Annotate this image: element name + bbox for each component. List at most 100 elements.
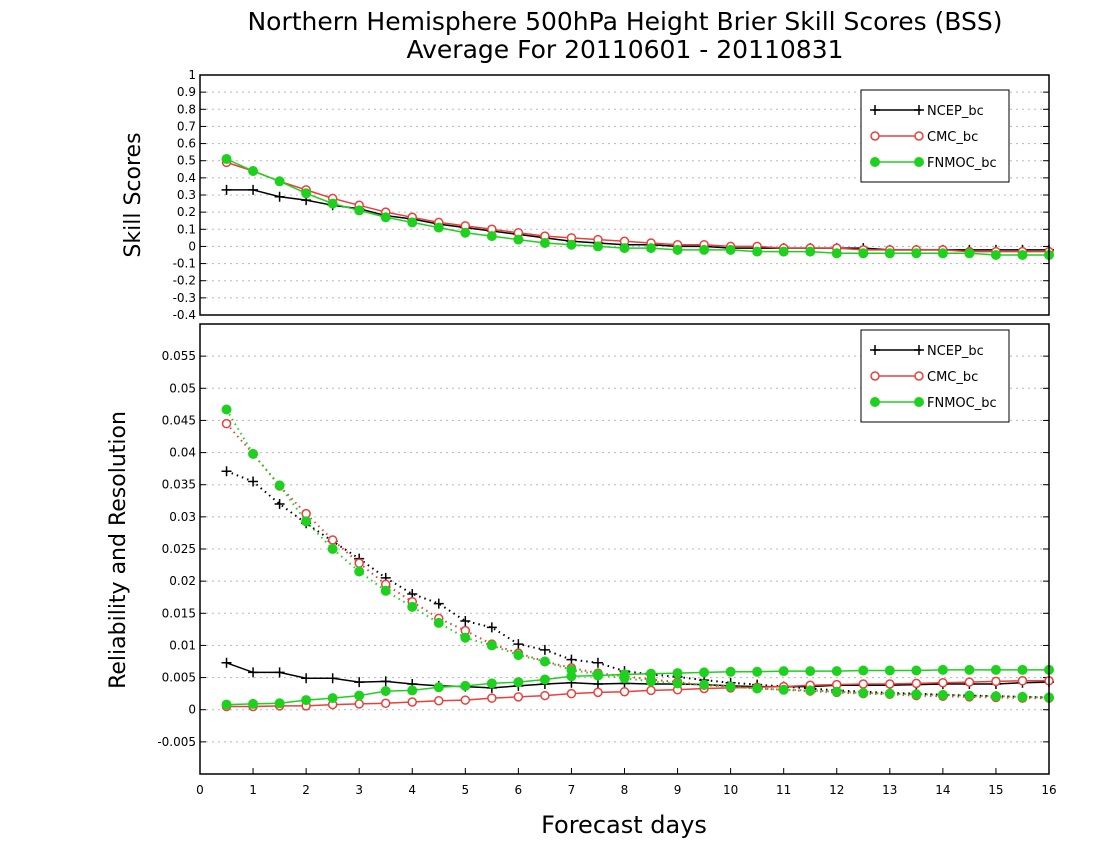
bottom-point-fnmoc-bc (248, 698, 259, 709)
top-y-tick-label: 0.3 (177, 188, 196, 202)
bottom-point-ncep-bc-dotted (566, 654, 577, 665)
top-point-fnmoc-bc (433, 222, 444, 233)
bottom-point-cmc-bc (407, 697, 417, 707)
bottom-point-cmc-bc (911, 678, 922, 689)
x-tick-label: 2 (302, 783, 310, 797)
bottom-gridlines (200, 355, 1049, 743)
bottom-point-cmc-bc (354, 699, 364, 709)
bottom-point-cmc-bc (964, 677, 975, 687)
top-point-fnmoc-bc (725, 244, 736, 255)
bottom-point-fnmoc-bc-dotted (221, 404, 232, 415)
bottom-y-tick-label: 0.025 (162, 542, 196, 556)
bottom-y-tick-label: 0.04 (169, 446, 196, 460)
bottom-point-cmc-bc (858, 679, 869, 689)
bottom-point-cmc-bc (380, 698, 391, 709)
bottom-legend-marker-ncep-bc (870, 345, 880, 355)
top-point-ncep-bc (221, 184, 232, 195)
bottom-point-fnmoc-bc (1017, 664, 1028, 675)
x-tick-label: 6 (515, 783, 523, 797)
bottom-legend-marker-cmc-bc (870, 371, 880, 381)
x-tick-label: 10 (723, 783, 738, 797)
bottom-y-tick-label: 0.005 (162, 671, 196, 685)
bottom-point-fnmoc-bc-dotted (380, 585, 391, 596)
bottom-point-fnmoc-bc-dotted (805, 685, 816, 696)
bottom-point-cmc-bc (513, 692, 524, 702)
bottom-legend-marker-fnmoc-bc (914, 397, 924, 407)
bottom-point-fnmoc-bc-dotted (619, 673, 630, 684)
bottom-y-tick-label: 0.055 (162, 349, 196, 363)
top-point-fnmoc-bc (301, 188, 312, 199)
chart-title-line2: Average For 20110601 - 20110831 (406, 35, 843, 64)
top-point-fnmoc-bc (1017, 250, 1028, 260)
bottom-point-cmc-bc (619, 686, 630, 697)
bottom-point-fnmoc-bc-dotted (327, 544, 338, 554)
bottom-point-fnmoc-bc-dotted (248, 448, 259, 459)
top-point-fnmoc-bc (990, 250, 1001, 260)
bottom-point-fnmoc-bc-dotted (990, 691, 1001, 702)
bottom-legend-label-cmc-bc: CMC_bc (927, 370, 978, 385)
bottom-point-fnmoc-bc-dotted (858, 688, 869, 698)
top-point-fnmoc-bc (380, 212, 391, 223)
x-tick-labels: 0 1 2 3 4 5 6 7 8 9 10 11 12 13 14 15 16 (196, 768, 1057, 797)
top-point-fnmoc-bc (248, 166, 259, 176)
bottom-point-fnmoc-bc (805, 666, 816, 677)
bottom-point-fnmoc-bc-dotted (752, 683, 763, 694)
top-legend-label-cmc-bc: CMC_bc (927, 130, 978, 145)
top-point-fnmoc-bc (592, 241, 603, 252)
bottom-y-axis-label: Reliability and Resolution (106, 411, 131, 689)
top-y-tick-label: 0.1 (177, 222, 196, 236)
x-tick-label: 11 (776, 783, 791, 797)
bottom-point-fnmoc-bc (778, 666, 789, 677)
top-y-tick-label: 0.7 (177, 119, 196, 133)
top-point-fnmoc-bc (513, 234, 524, 245)
bottom-point-fnmoc-bc-dotted (274, 480, 285, 491)
top-y-tick-label: 0.2 (177, 205, 196, 219)
bottom-point-fnmoc-bc-dotted (354, 566, 365, 577)
bottom-legend-label-fnmoc-bc: FNMOC_bc (927, 396, 997, 411)
bottom-point-fnmoc-bc-dotted (592, 669, 603, 680)
x-tick-label: 5 (461, 783, 469, 797)
top-point-fnmoc-bc (911, 248, 922, 259)
bottom-y-tick-label: 0 (188, 703, 196, 717)
top-legend: NCEP_bc CMC_bc FNMOC_bc (860, 89, 1010, 183)
bottom-point-fnmoc-bc-dotted (539, 656, 550, 667)
bottom-point-fnmoc-bc (964, 664, 975, 675)
bottom-point-ncep-bc (592, 679, 603, 689)
bottom-point-fnmoc-bc (407, 685, 418, 696)
bottom-point-cmc-bc (434, 695, 444, 706)
bottom-point-ncep-bc (354, 677, 365, 688)
bottom-point-fnmoc-bc (460, 680, 471, 691)
top-point-fnmoc-bc (274, 176, 285, 187)
bottom-point-fnmoc-bc (274, 698, 285, 709)
top-y-tick-label: -0.1 (173, 257, 196, 271)
top-y-tick-label: 0.8 (177, 102, 196, 116)
bottom-point-ncep-bc-dotted (433, 598, 444, 609)
bottom-point-fnmoc-bc (884, 665, 895, 676)
top-y-tick-label: 0.4 (177, 171, 196, 185)
bottom-point-fnmoc-bc (513, 677, 524, 688)
top-y-tick-label: 0.6 (177, 137, 196, 151)
bottom-legend: NCEP_bc CMC_bc FNMOC_bc (860, 329, 1010, 423)
x-tick-label: 8 (621, 783, 629, 797)
bottom-series-line-ncep-bc-dotted (226, 470, 1050, 699)
top-point-fnmoc-bc (460, 227, 471, 238)
bottom-point-fnmoc-bc-dotted (672, 678, 683, 689)
bottom-point-ncep-bc (248, 667, 259, 678)
top-point-fnmoc-bc (831, 248, 842, 259)
top-point-fnmoc-bc (805, 246, 816, 257)
bottom-point-cmc-bc (460, 695, 471, 705)
bottom-point-fnmoc-bc-dotted (699, 679, 710, 690)
bottom-point-cmc-bc (1017, 676, 1028, 686)
bottom-point-fnmoc-bc-dotted (566, 664, 577, 675)
bottom-y-tick-label: 0.05 (169, 381, 196, 395)
bottom-point-cmc-bc (938, 677, 948, 688)
bottom-point-fnmoc-bc (990, 664, 1001, 675)
top-point-fnmoc-bc (407, 217, 418, 228)
top-legend-marker-fnmoc-bc (870, 157, 880, 167)
top-y-tick-label: 0.5 (177, 154, 196, 168)
top-y-axis-label: Skill Scores (121, 132, 146, 257)
bottom-point-fnmoc-bc (699, 667, 710, 678)
bottom-point-fnmoc-bc-dotted (646, 676, 657, 687)
top-y-tick-labels: 1 0.9 0.8 0.7 0.6 0.5 0.4 0.3 0.2 0.1 0 -0.1 -0.2 -0.… (173, 68, 196, 322)
bottom-point-ncep-bc-dotted (274, 499, 285, 509)
